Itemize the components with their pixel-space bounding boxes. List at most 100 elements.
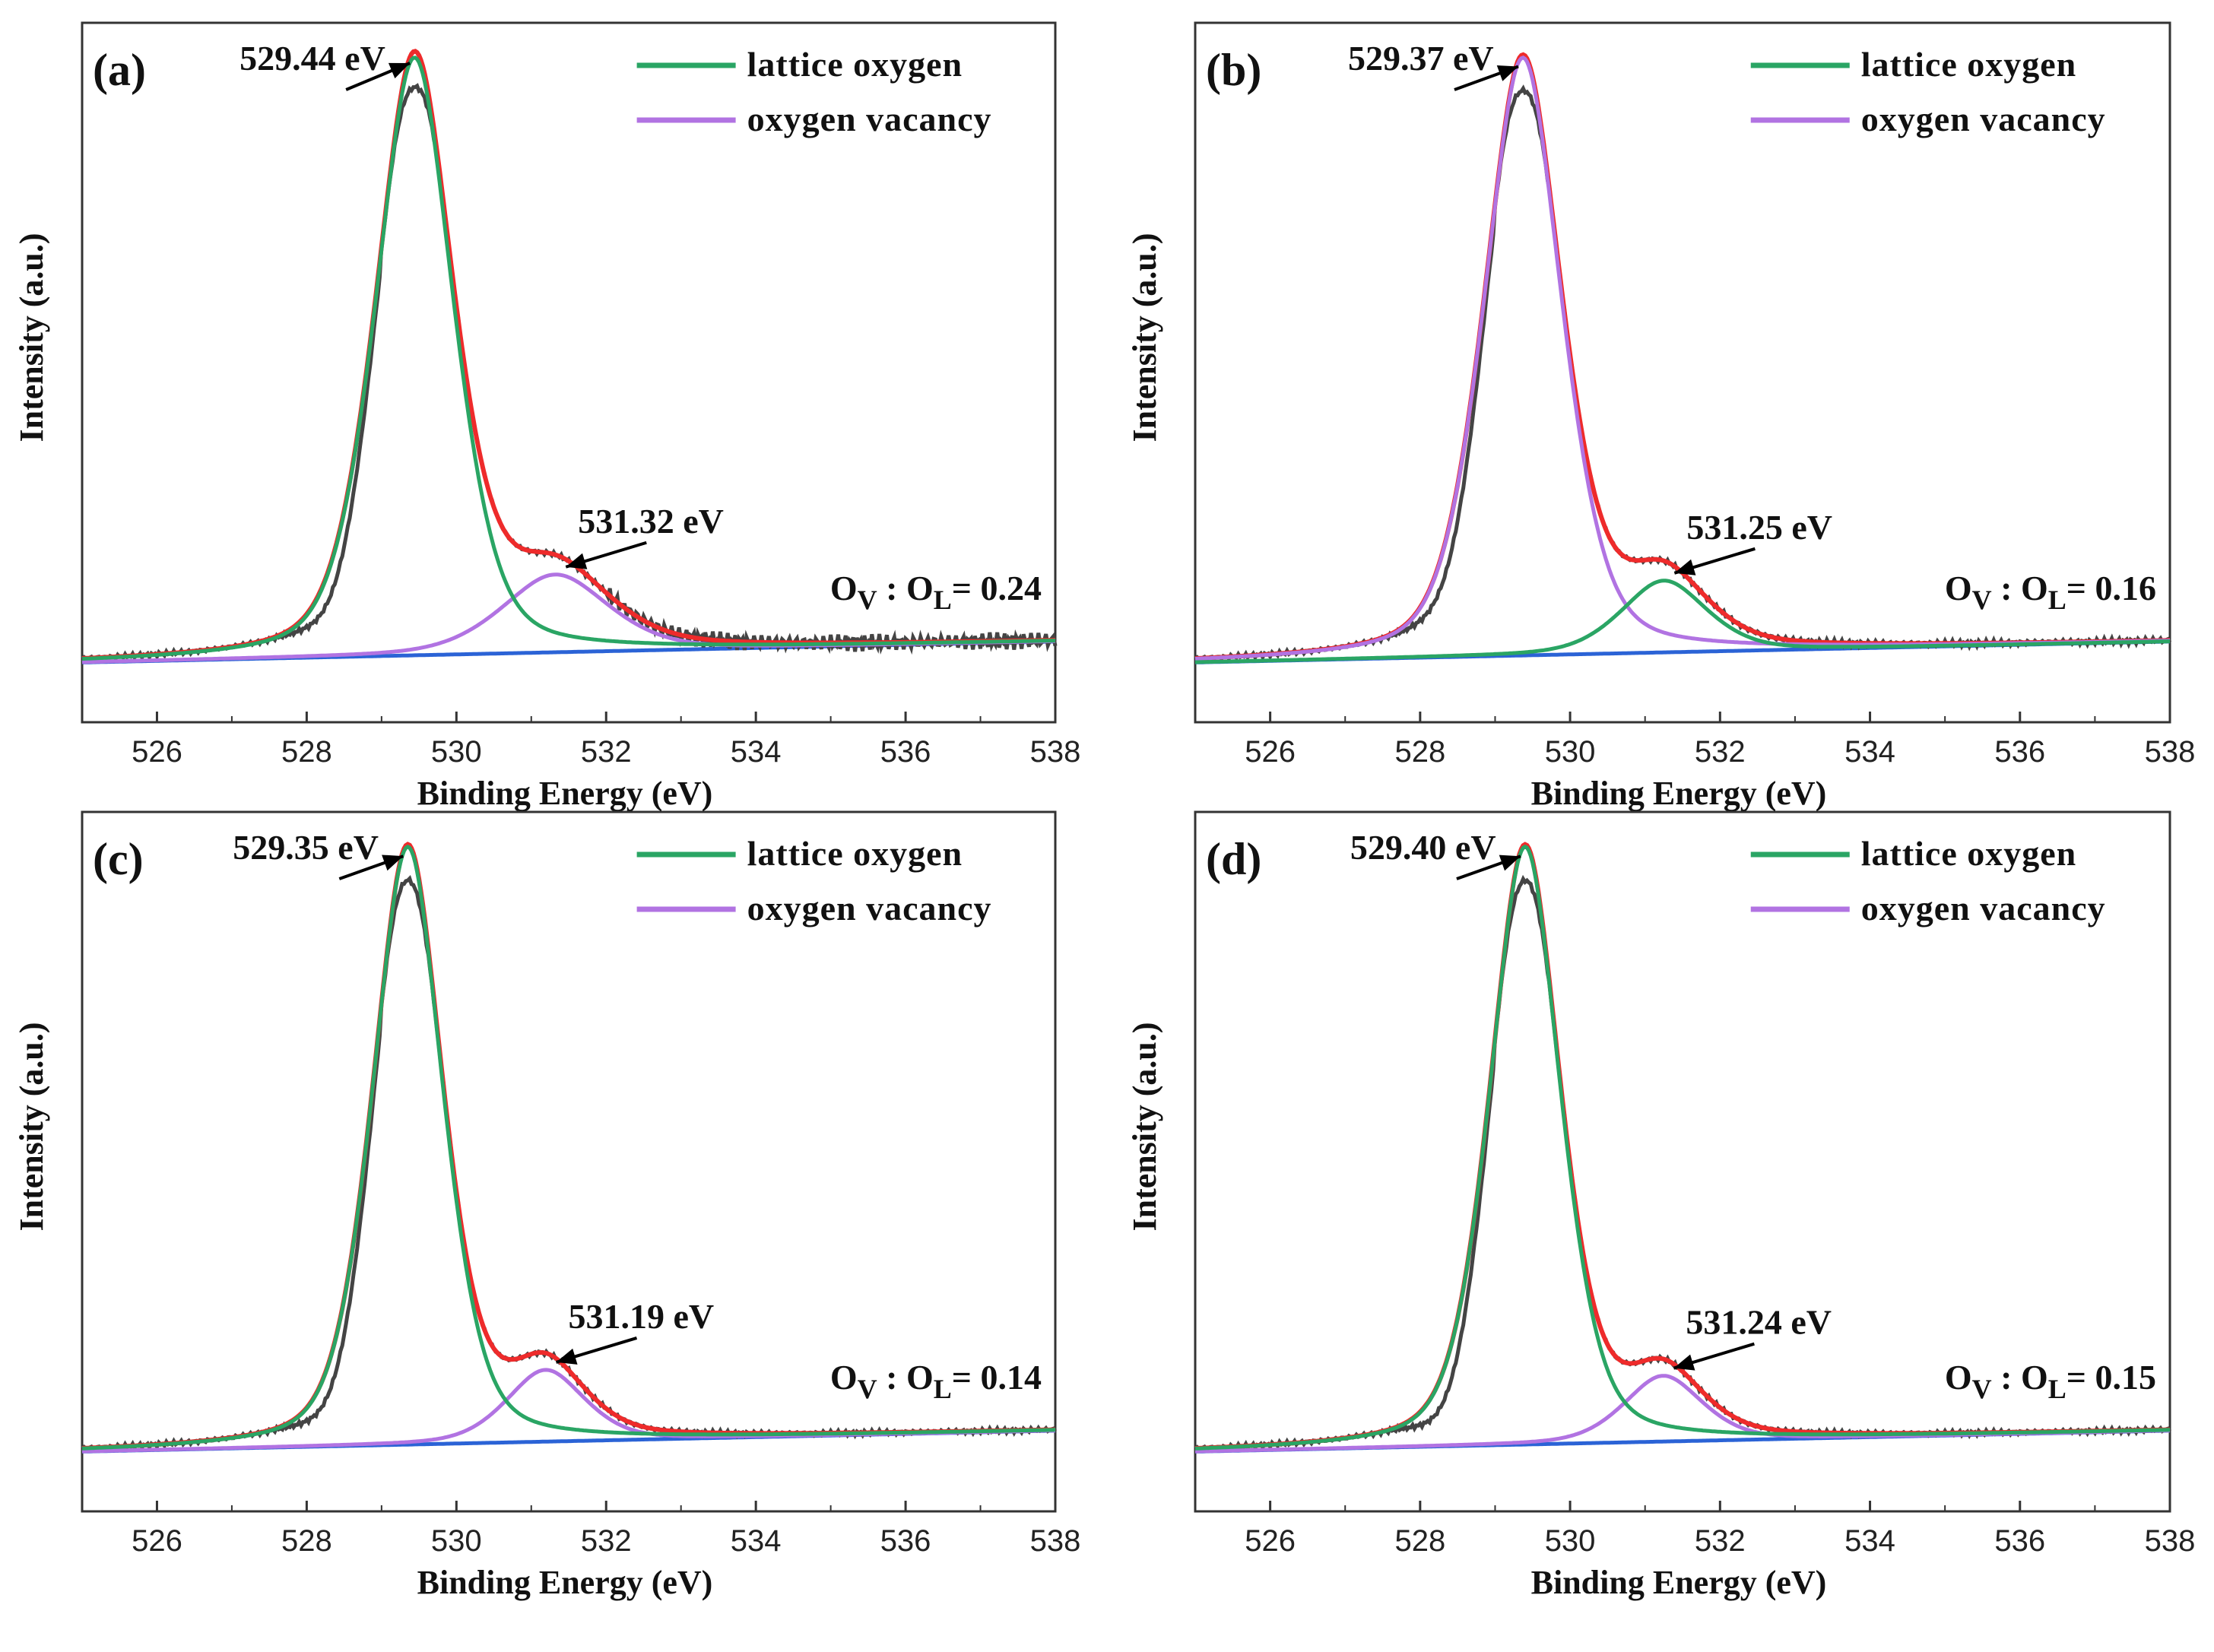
- annotation-arrow-head: [388, 62, 411, 79]
- y-axis-title: Intensity (a.u.): [13, 1022, 50, 1231]
- y-axis-title: Intensity (a.u.): [1126, 1022, 1163, 1231]
- annotation-vacancy-peak: 531.19 eV: [568, 1297, 714, 1336]
- x-tick-label: 536: [880, 735, 931, 769]
- ratio-subscript: V: [858, 1374, 877, 1404]
- green-component-line: [81, 844, 1055, 1451]
- y-axis-title: Intensity (a.u.): [13, 233, 50, 442]
- legend-label-lattice: lattice oxygen: [1861, 45, 2077, 84]
- x-tick-label: 538: [2145, 1524, 2196, 1558]
- plot-frame: [1194, 810, 2171, 1513]
- legend-label-vacancy: oxygen vacancy: [1861, 100, 2106, 138]
- legend-label-lattice: lattice oxygen: [1861, 834, 2077, 873]
- x-tick-label: 536: [1994, 1524, 2045, 1558]
- x-tick-label: 530: [431, 1524, 482, 1558]
- x-tick-label: 536: [880, 1524, 931, 1558]
- panel-a: 526 528 530 532 534 536 538 Binding Energy (eV)…: [13, 21, 1081, 812]
- x-tick-label: 530: [431, 735, 482, 769]
- ratio-text: : O: [877, 1358, 934, 1397]
- ratio-text: = 0.24: [952, 569, 1042, 607]
- annotation-main-peak: 529.40 eV: [1350, 828, 1496, 867]
- annotation-arrow-head: [1674, 559, 1696, 576]
- legend-label-vacancy: oxygen vacancy: [747, 100, 992, 138]
- plot-frame: [81, 21, 1057, 724]
- ratio-subscript: V: [858, 585, 877, 615]
- x-tick-label: 538: [1030, 735, 1081, 769]
- ratio-label: OV : OL= 0.16: [1945, 569, 2156, 615]
- x-tick-label: 534: [731, 1524, 782, 1558]
- ratio-subscript: V: [1972, 1374, 1992, 1404]
- green-component-line: [1195, 579, 2170, 664]
- ratio-subscript: V: [1972, 585, 1992, 615]
- x-tick-label: 534: [1844, 1524, 1895, 1558]
- x-tick-label: 528: [1394, 1524, 1445, 1558]
- ratio-label: OV : OL= 0.24: [830, 569, 1042, 615]
- x-tick-label: 528: [281, 735, 332, 769]
- ratio-subscript: L: [2048, 585, 2067, 615]
- ratio-text: : O: [877, 569, 934, 607]
- legend-label-lattice: lattice oxygen: [747, 45, 963, 84]
- panel-label: (a): [93, 45, 146, 95]
- annotation-vacancy-peak: 531.32 eV: [578, 502, 724, 541]
- ratio-text: = 0.15: [2067, 1358, 2156, 1397]
- annotation-arrow-head: [382, 855, 404, 871]
- panel-b: 526 528 530 532 534 536 538 Binding Energy (eV)…: [1126, 21, 2196, 812]
- x-tick-label: 530: [1545, 735, 1596, 769]
- ratio-text: = 0.14: [952, 1358, 1042, 1397]
- annotation-arrow-head: [556, 1348, 578, 1365]
- annotation-arrow-head: [1673, 1354, 1695, 1371]
- annotation-arrow-head: [1496, 65, 1518, 81]
- ratio-text: O: [830, 569, 858, 607]
- legend-label-vacancy: oxygen vacancy: [747, 889, 992, 927]
- ratio-subscript: L: [934, 585, 952, 615]
- ratio-text: : O: [1992, 569, 2048, 607]
- x-axis-title: Binding Energy (eV): [417, 1564, 713, 1601]
- ratio-subscript: L: [934, 1374, 952, 1404]
- ratio-text: O: [1945, 569, 1972, 607]
- x-tick-label: 532: [581, 1524, 632, 1558]
- x-tick-label: 538: [1030, 1524, 1081, 1558]
- x-tick-label: 530: [1545, 1524, 1596, 1558]
- ratio-label: OV : OL= 0.15: [1945, 1358, 2156, 1404]
- green-component-line: [1194, 844, 2170, 1451]
- legend-label-vacancy: oxygen vacancy: [1861, 889, 2106, 927]
- x-tick-label: 532: [1695, 1524, 1746, 1558]
- annotation-vacancy-peak: 531.24 eV: [1686, 1303, 1832, 1342]
- annotation-main-peak: 529.37 eV: [1348, 39, 1494, 78]
- x-tick-label: 534: [1844, 735, 1895, 769]
- ratio-text: : O: [1992, 1358, 2048, 1397]
- annotation-vacancy-peak: 531.25 eV: [1686, 508, 1832, 547]
- x-tick-label: 538: [2145, 735, 2196, 769]
- x-tick-label: 536: [1994, 735, 2045, 769]
- x-tick-label: 528: [281, 1524, 332, 1558]
- x-tick-label: 526: [1245, 735, 1296, 769]
- green-component-line: [81, 55, 1055, 661]
- panel-c: 526 528 530 532 534 536 538 Binding Energy (eV)…: [13, 810, 1081, 1601]
- panel-label: (b): [1206, 45, 1261, 95]
- plot-frame: [81, 810, 1057, 1513]
- ratio-text: = 0.16: [2067, 569, 2156, 607]
- y-axis-title: Intensity (a.u.): [1126, 233, 1163, 442]
- x-tick-label: 526: [1245, 1524, 1296, 1558]
- annotation-arrow-head: [566, 553, 588, 569]
- x-axis-title: Binding Energy (eV): [1531, 1564, 1827, 1601]
- annotation-main-peak: 529.35 eV: [233, 828, 379, 867]
- annotation-arrow-head: [1499, 855, 1521, 871]
- panel-d: 526 528 530 532 534 536 538 Binding Energy (eV)…: [1126, 810, 2196, 1601]
- panel-label: (c): [93, 834, 144, 884]
- x-tick-label: 526: [132, 735, 182, 769]
- x-tick-label: 532: [581, 735, 632, 769]
- x-tick-label: 534: [731, 735, 782, 769]
- x-axis-title: Binding Energy (eV): [1531, 775, 1827, 812]
- ratio-subscript: L: [2048, 1374, 2067, 1404]
- ratio-label: OV : OL= 0.14: [830, 1358, 1042, 1404]
- legend-label-lattice: lattice oxygen: [747, 834, 963, 873]
- ratio-text: O: [830, 1358, 858, 1397]
- x-axis-title: Binding Energy (eV): [417, 775, 713, 812]
- panel-label: (d): [1206, 834, 1261, 884]
- annotation-main-peak: 529.44 eV: [239, 39, 385, 78]
- plot-frame: [1194, 21, 2171, 724]
- ratio-text: O: [1945, 1358, 1972, 1397]
- x-tick-label: 526: [132, 1524, 182, 1558]
- x-tick-label: 528: [1394, 735, 1445, 769]
